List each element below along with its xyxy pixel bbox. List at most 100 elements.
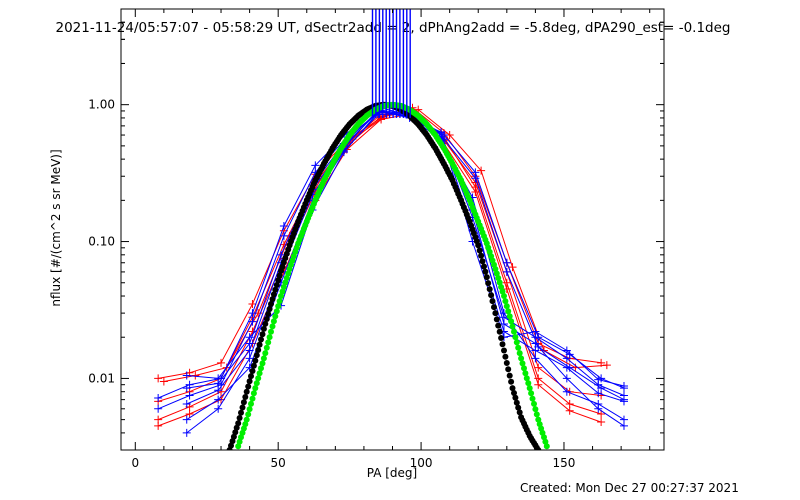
data-point-dot bbox=[250, 362, 257, 369]
data-point-dot bbox=[496, 328, 503, 335]
data-point-dot bbox=[235, 420, 242, 427]
data-point-dot bbox=[243, 388, 250, 395]
x-axis-label: PA [deg] bbox=[367, 466, 417, 480]
series-14-blue-spikes bbox=[371, 9, 411, 118]
data-point-dot bbox=[240, 399, 247, 406]
data-point-plus bbox=[248, 317, 257, 326]
data-point-plus bbox=[562, 354, 571, 363]
data-point-dot bbox=[255, 375, 262, 382]
data-point-dot bbox=[501, 293, 507, 299]
data-point-plus bbox=[619, 391, 628, 400]
series-line bbox=[158, 113, 602, 427]
data-point-dot bbox=[496, 279, 503, 286]
data-point-dot bbox=[235, 443, 242, 450]
data-point-plus bbox=[245, 354, 254, 363]
series-0-red-plus-line bbox=[154, 103, 606, 383]
data-point-dot bbox=[502, 298, 509, 305]
data-point-plus bbox=[191, 371, 200, 380]
data-point-dot bbox=[526, 385, 533, 392]
data-point-dot bbox=[486, 286, 493, 293]
data-point-plus bbox=[182, 400, 191, 409]
data-point-dot bbox=[268, 328, 274, 335]
data-point-plus bbox=[154, 393, 163, 402]
data-point-plus bbox=[534, 380, 543, 389]
data-point-dot bbox=[478, 252, 485, 259]
data-point-dot bbox=[262, 320, 269, 327]
data-point-dot bbox=[273, 282, 280, 288]
data-point-dot bbox=[259, 360, 266, 367]
data-point-dot bbox=[262, 350, 269, 357]
data-point-dot bbox=[250, 390, 257, 397]
data-point-plus bbox=[502, 267, 511, 276]
data-point-dot bbox=[245, 383, 252, 390]
data-point-dot bbox=[476, 247, 483, 254]
data-point-plus bbox=[619, 382, 628, 391]
data-point-dot bbox=[505, 308, 512, 315]
data-point-dot bbox=[515, 404, 522, 411]
data-point-dot bbox=[512, 394, 519, 401]
data-point-plus bbox=[471, 174, 480, 183]
data-point-plus bbox=[597, 418, 606, 427]
data-point-dot bbox=[482, 268, 489, 275]
series-4-red-plus-line bbox=[159, 105, 611, 386]
data-point-dot bbox=[256, 341, 263, 348]
data-point-dot bbox=[522, 370, 529, 377]
data-point-dot bbox=[275, 277, 282, 284]
data-point-dot bbox=[508, 318, 515, 325]
data-point-plus bbox=[508, 263, 517, 272]
data-point-dot bbox=[252, 385, 259, 392]
data-point-plus bbox=[602, 361, 611, 370]
data-point-dot bbox=[279, 288, 286, 295]
data-point-dot bbox=[525, 380, 532, 387]
data-point-dot bbox=[265, 311, 272, 317]
data-point-dot bbox=[506, 313, 513, 320]
data-point-dot bbox=[272, 286, 279, 293]
series-layer bbox=[154, 9, 628, 450]
data-point-plus bbox=[594, 389, 603, 398]
data-point-plus bbox=[279, 231, 288, 240]
data-point-plus bbox=[154, 421, 163, 430]
data-point-dot bbox=[503, 303, 510, 310]
data-point-plus bbox=[154, 374, 163, 383]
data-point-plus bbox=[531, 354, 540, 363]
data-point-plus bbox=[311, 161, 320, 170]
data-point-dot bbox=[249, 368, 256, 374]
data-point-dot bbox=[272, 313, 279, 320]
data-point-plus bbox=[562, 346, 571, 355]
data-point-dot bbox=[498, 335, 505, 341]
data-point-dot bbox=[270, 291, 277, 298]
data-point-dot bbox=[259, 331, 266, 338]
data-point-dot bbox=[516, 350, 523, 357]
data-point-dot bbox=[513, 339, 520, 346]
data-point-dot bbox=[252, 357, 259, 364]
data-point-dot bbox=[498, 284, 505, 290]
data-point-plus bbox=[619, 415, 628, 424]
data-point-dot bbox=[285, 270, 292, 277]
data-point-plus bbox=[214, 379, 223, 388]
data-point-dot bbox=[260, 355, 267, 362]
data-point-dot bbox=[269, 323, 276, 330]
data-point-plus bbox=[182, 371, 191, 380]
data-point-dot bbox=[249, 395, 256, 402]
data-point-dot bbox=[535, 416, 542, 423]
data-point-dot bbox=[268, 301, 274, 307]
data-point-dot bbox=[543, 443, 550, 450]
data-point-plus bbox=[245, 346, 254, 355]
series-3-red-plus-line bbox=[154, 109, 606, 430]
data-point-dot bbox=[532, 406, 539, 413]
data-point-dot bbox=[230, 433, 237, 440]
data-point-dot bbox=[533, 411, 540, 418]
data-point-dot bbox=[493, 316, 500, 323]
data-point-dot bbox=[255, 347, 262, 353]
series-line bbox=[186, 109, 625, 434]
data-point-dot bbox=[475, 242, 482, 249]
axis-layer: 0 50 100 150 0.01 0.10 1.00 bbox=[88, 8, 664, 470]
x-tick-label: 0 bbox=[131, 456, 139, 470]
x-tick-label: 50 bbox=[271, 456, 286, 470]
data-point-dot bbox=[265, 339, 272, 346]
data-point-dot bbox=[509, 323, 516, 330]
data-point-dot bbox=[506, 372, 513, 379]
data-point-plus bbox=[499, 313, 508, 322]
data-point-plus bbox=[562, 363, 571, 372]
data-point-plus bbox=[245, 339, 254, 348]
